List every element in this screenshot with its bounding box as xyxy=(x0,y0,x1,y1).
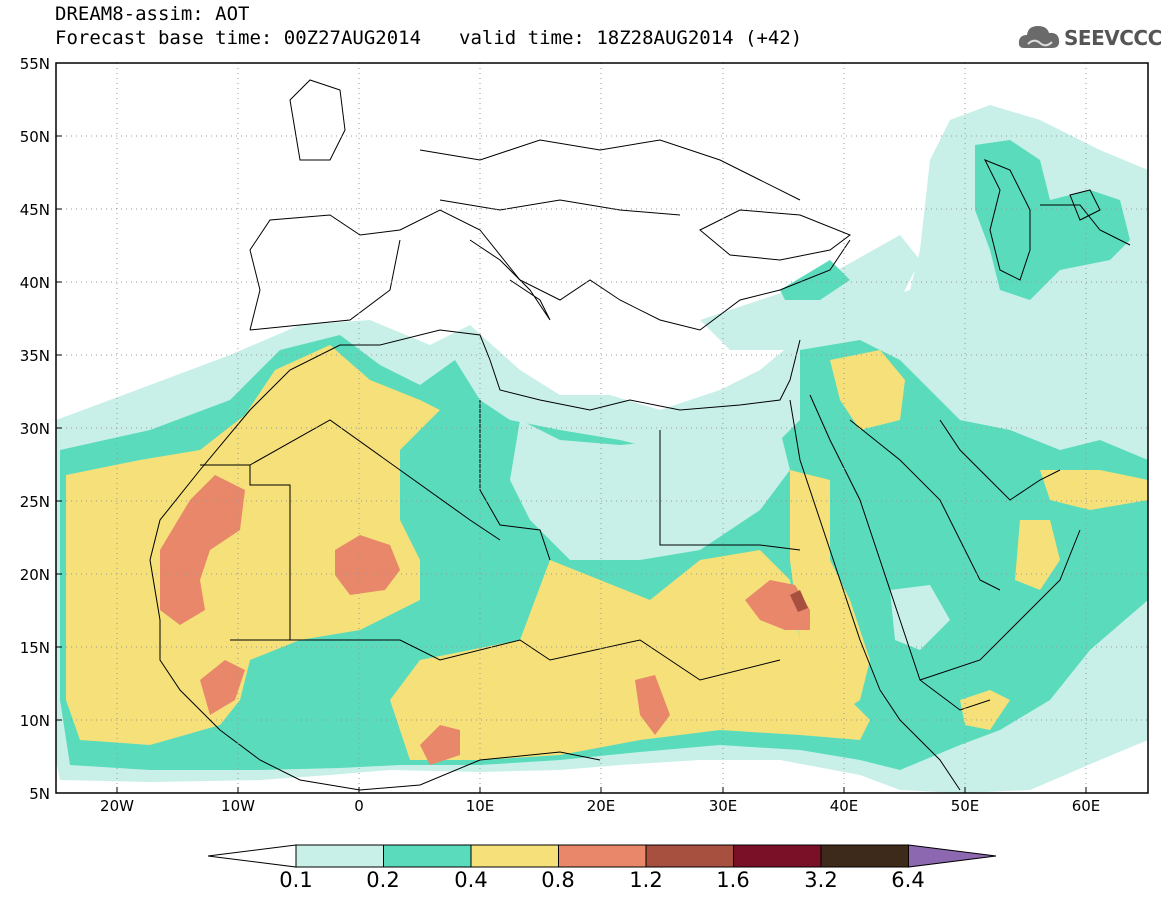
lon-label-10w: 10W xyxy=(221,797,255,815)
graticule xyxy=(56,63,1148,793)
lat-label-55n: 55N xyxy=(19,55,50,73)
colorbar-label-0.2: 0.2 xyxy=(366,868,400,892)
cloud-icon xyxy=(1018,26,1060,48)
lat-label-30n: 30N xyxy=(19,420,50,438)
lat-label-40n: 40N xyxy=(19,274,50,292)
coast-uk xyxy=(289,79,346,161)
colorbar-label-6.4: 6.4 xyxy=(891,868,925,892)
logo-text: SEEVCCC xyxy=(1064,26,1162,50)
coast-north-africa xyxy=(149,329,801,561)
colorbar-label-0.8: 0.8 xyxy=(541,868,575,892)
border-sahel xyxy=(230,639,781,681)
coast-horn xyxy=(879,689,961,791)
lon-label-50e: 50E xyxy=(950,797,980,815)
aot-contour-0.8-mauritania xyxy=(160,475,245,625)
aot-contour-0.8-guinea xyxy=(200,660,245,715)
seevccc-logo: SEEVCCC xyxy=(1018,18,1162,58)
coast-gulf xyxy=(939,419,1061,501)
coast-italy xyxy=(469,239,551,321)
lat-label-15n: 15N xyxy=(19,639,50,657)
coast-red-sea-west xyxy=(789,399,881,691)
coast-arabia-south xyxy=(919,529,1081,681)
aot-contour-0.2-caspian xyxy=(975,140,1130,300)
lon-label-10e: 10E xyxy=(465,797,495,815)
aot-contour-0.4-oman xyxy=(1015,520,1060,590)
border-sahara-3 xyxy=(479,400,551,561)
coast-iberia xyxy=(249,239,401,331)
border-sahara-1 xyxy=(200,464,291,640)
aot-contour-0.4-arabia xyxy=(830,350,905,430)
lon-label-30e: 30E xyxy=(708,797,738,815)
valid-time: valid time: 18Z28AUG2014 (+42) xyxy=(459,27,803,49)
lon-label-20w: 20W xyxy=(100,797,134,815)
lon-label-20e: 20E xyxy=(586,797,616,815)
aot-contour-0.8-mali xyxy=(335,535,400,595)
aot-contour-0.2-levant xyxy=(780,260,850,300)
colorbar-label-1.6: 1.6 xyxy=(716,868,750,892)
coast-black-sea xyxy=(699,209,852,261)
lat-label-35n: 35N xyxy=(19,347,50,365)
aot-contour-0.8-sudan xyxy=(745,580,810,630)
lat-label-45n: 45N xyxy=(19,201,50,219)
map-subtitle: Forecast base time: 00Z27AUG2014 valid ti… xyxy=(55,27,802,49)
border-europe-1 xyxy=(419,139,801,201)
axis-ticks xyxy=(56,135,1087,793)
lon-label-60e: 60E xyxy=(1071,797,1101,815)
border-sahara-2 xyxy=(249,419,501,541)
coast-caspian xyxy=(983,159,1031,281)
aot-contour-0.4-somalia xyxy=(960,690,1010,730)
coast-west-africa xyxy=(149,559,601,791)
colorbar-label-0.4: 0.4 xyxy=(454,868,488,892)
aot-contour-0.4-redsea xyxy=(790,470,870,720)
border-arabia xyxy=(849,419,1001,591)
aot-gap-egypt xyxy=(510,420,790,560)
lat-label-5n: 5N xyxy=(29,785,50,803)
coast-aral xyxy=(1069,189,1101,221)
lat-label-20n: 20N xyxy=(19,566,50,584)
lat-label-25n: 25N xyxy=(19,493,50,511)
aot-contour-1.2-sudan xyxy=(790,590,808,612)
colorbar-label-3.2: 3.2 xyxy=(804,868,838,892)
colorbar-label-1.2: 1.2 xyxy=(629,868,663,892)
lat-label-50n: 50N xyxy=(19,128,50,146)
lon-label-40e: 40E xyxy=(829,797,859,815)
border-sahara-4 xyxy=(659,430,801,551)
colorbar-label-0.1: 0.1 xyxy=(279,868,313,892)
base-time: Forecast base time: 00Z27AUG2014 xyxy=(55,27,422,49)
aot-contour-0.8-nigeria xyxy=(420,725,460,765)
map-title: DREAM8-assim: AOT xyxy=(55,3,250,25)
lon-label-0: 0 xyxy=(354,797,364,815)
coast-red-sea-east xyxy=(809,394,991,711)
aot-contour-0.4-gulf xyxy=(1040,470,1148,510)
border-europe-2 xyxy=(439,199,681,216)
border-east-1 xyxy=(1040,204,1131,246)
coastlines xyxy=(149,79,1131,791)
lat-label-10n: 10N xyxy=(19,712,50,730)
